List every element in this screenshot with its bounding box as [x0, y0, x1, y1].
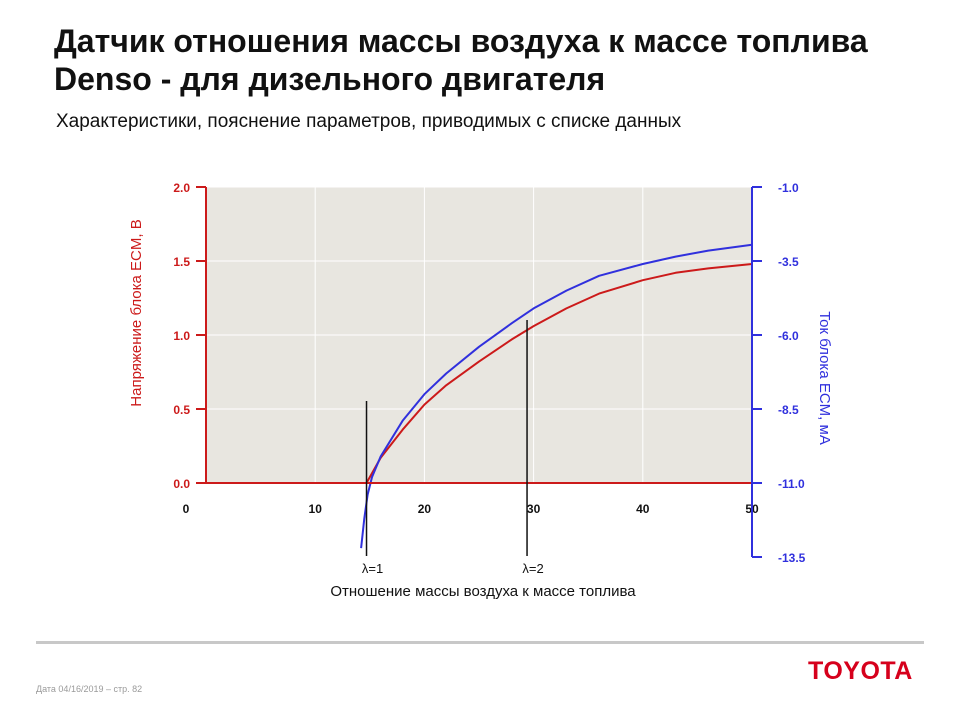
toyota-logo: TOYOTA — [808, 657, 913, 685]
air-fuel-ratio-chart: 0.00.51.01.52.001020304050-13.5-11.0-8.5… — [128, 181, 833, 600]
voltage-series-line — [206, 263, 753, 484]
y-left-tick-label: 2.0 — [173, 181, 190, 195]
lambda-marker-label: λ=2 — [522, 561, 543, 576]
x-axis-label: Отношение массы воздуха к массе топлива — [330, 583, 636, 600]
axes-group: 0.00.51.01.52.001020304050-13.5-11.0-8.5… — [173, 181, 805, 576]
y-left-axis-label: Напряжение блока ECM, В — [128, 219, 145, 406]
y-right-tick-label: -6.0 — [778, 329, 799, 343]
x-tick-label: 20 — [418, 502, 432, 516]
y-left-tick-label: 0.0 — [173, 477, 190, 491]
y-right-tick-label: -1.0 — [778, 181, 799, 195]
lambda-marker-label: λ=1 — [362, 561, 383, 576]
y-left-tick-label: 1.0 — [173, 329, 190, 343]
y-right-tick-label: -3.5 — [778, 255, 799, 269]
x-tick-label: 10 — [309, 502, 323, 516]
x-tick-label: 40 — [636, 502, 650, 516]
footer-divider — [36, 641, 924, 644]
y-left-tick-label: 0.5 — [173, 403, 190, 417]
y-right-tick-label: -11.0 — [778, 477, 805, 491]
y-left-tick-label: 1.5 — [173, 255, 190, 269]
footer-date: Дата 04/16/2019 – стр. 82 — [36, 684, 143, 694]
y-right-tick-label: -13.5 — [778, 551, 806, 565]
x-tick-label: 30 — [527, 502, 541, 516]
page-subtitle: Характеристики, пояснение параметров, пр… — [56, 111, 682, 132]
page-title: Датчик отношения массы воздуха к массе т… — [54, 23, 868, 97]
y-right-tick-label: -8.5 — [778, 403, 799, 417]
y-right-axis-label: Ток блока ECM, мА — [816, 311, 833, 445]
x-tick-label: 0 — [183, 502, 190, 516]
